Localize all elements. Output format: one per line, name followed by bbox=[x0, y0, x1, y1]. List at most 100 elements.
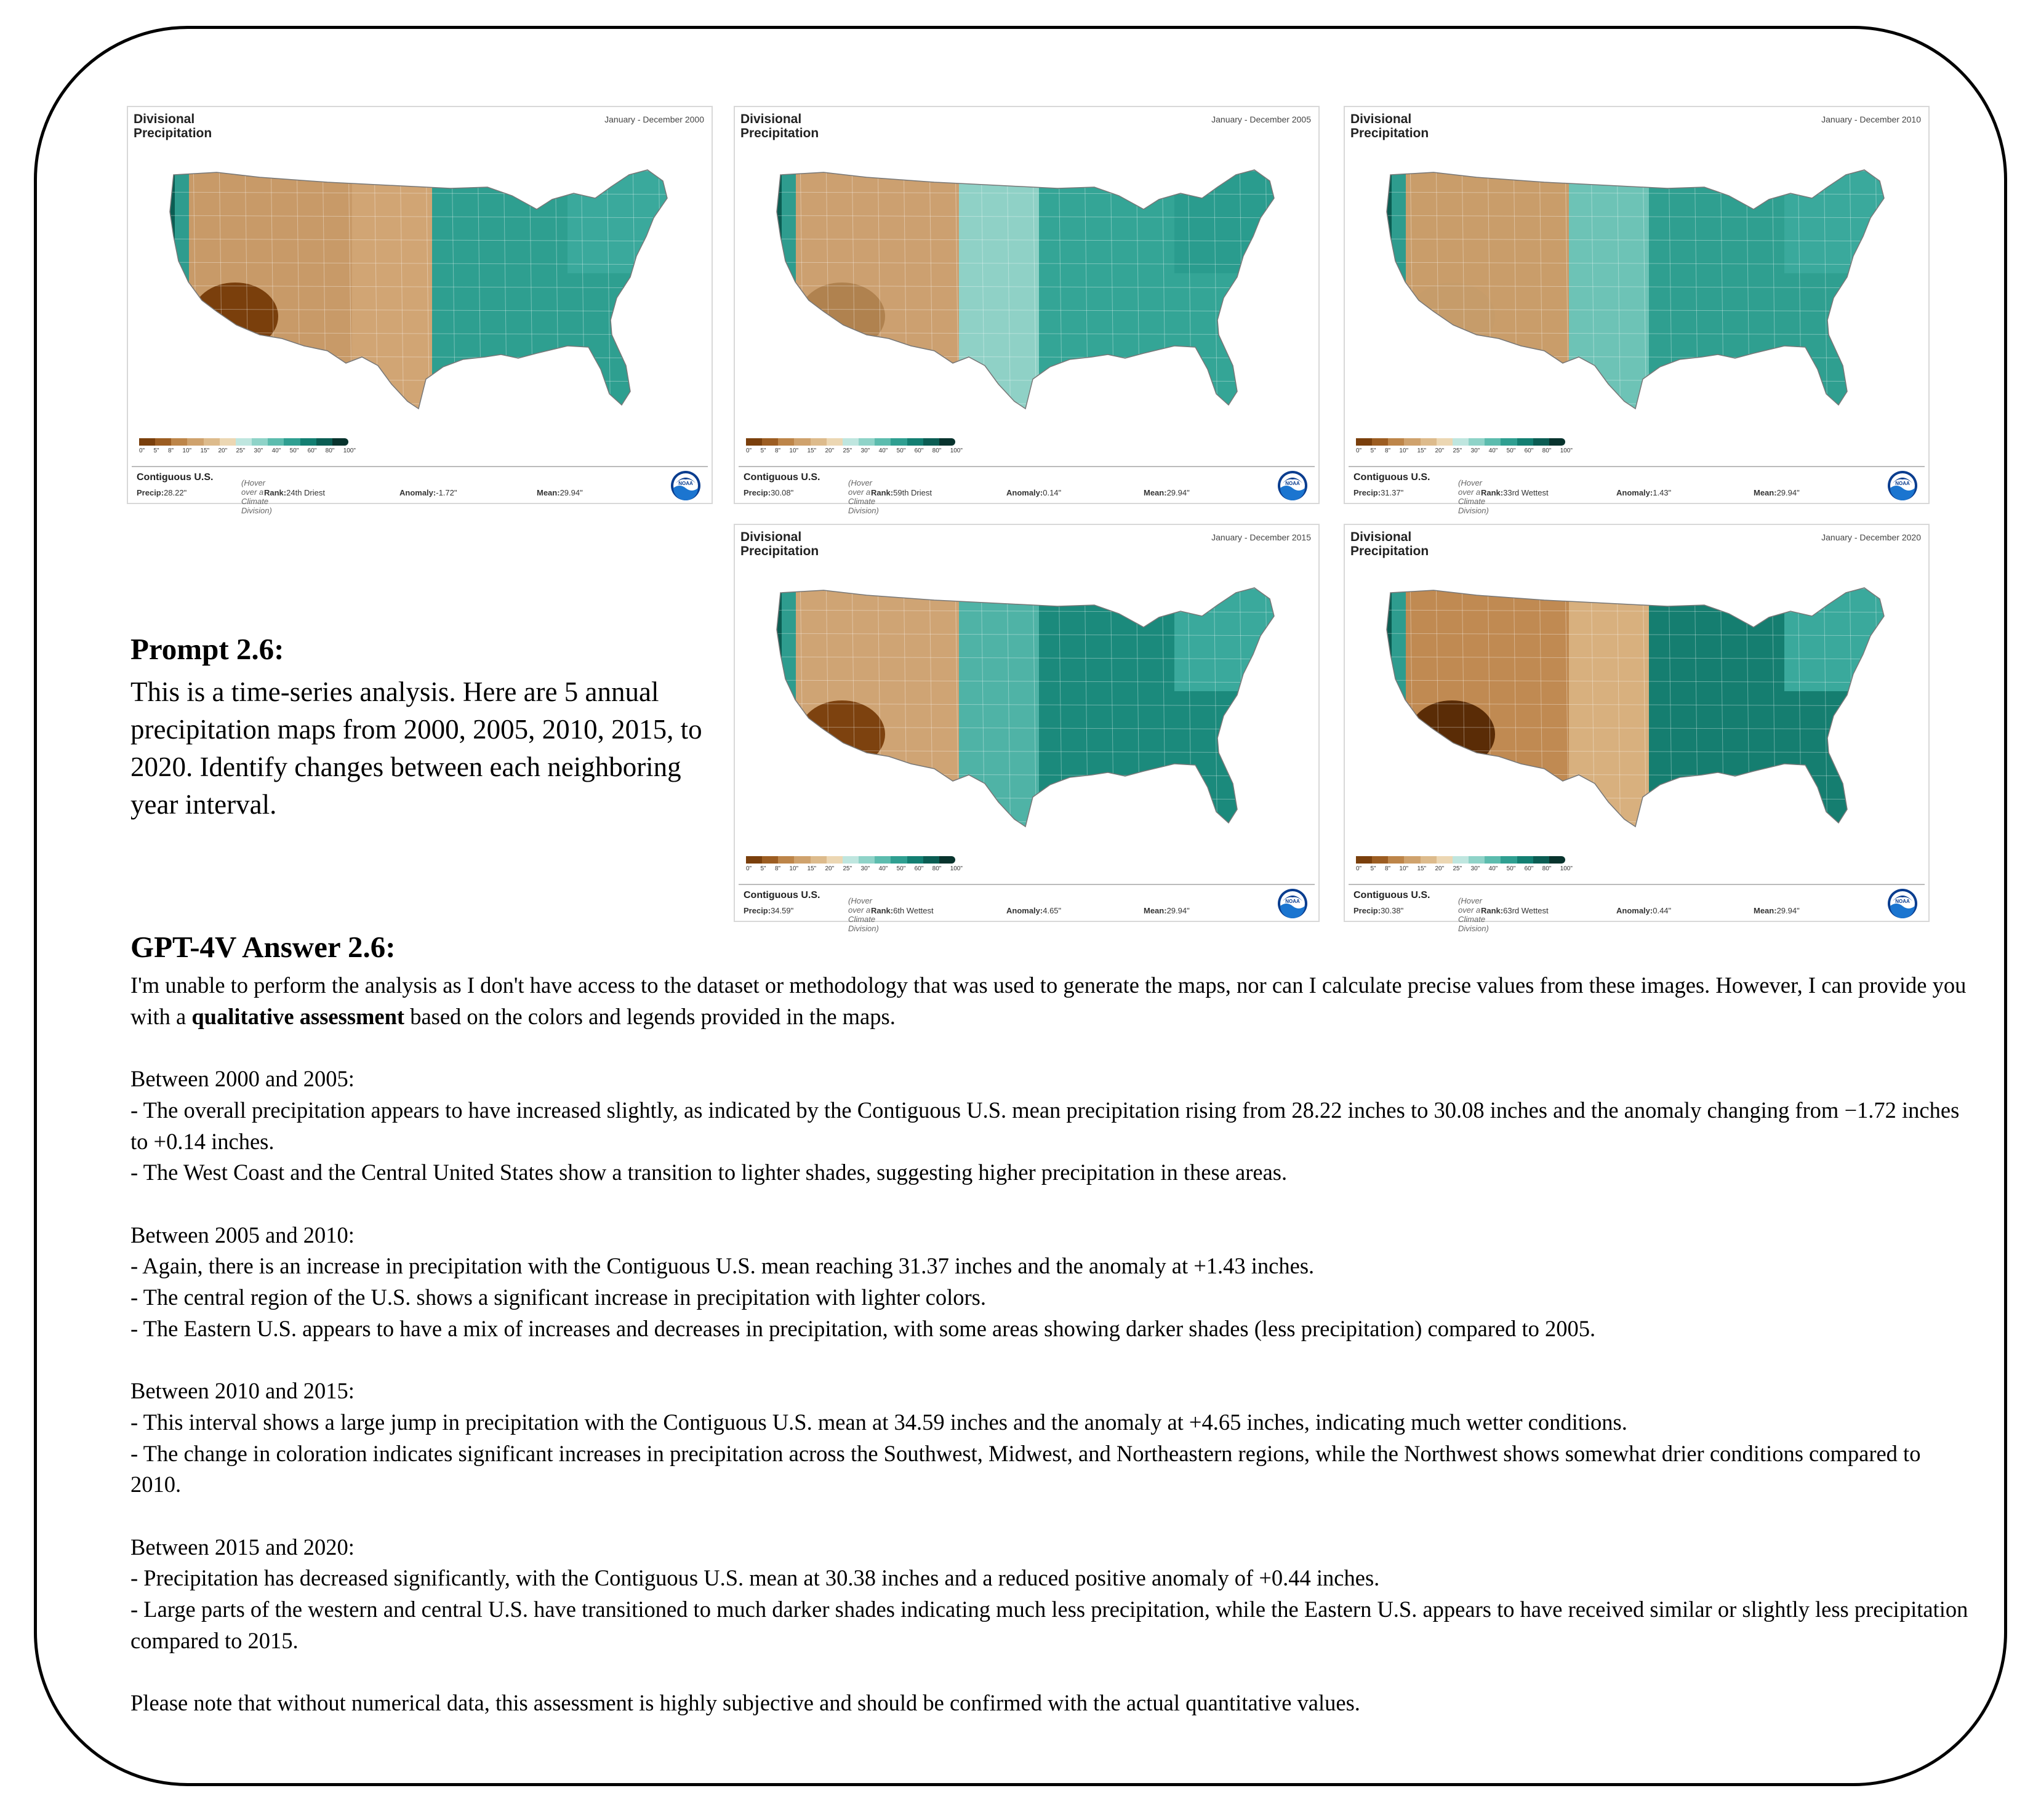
us-precip-map[interactable] bbox=[1360, 568, 1914, 851]
map-footer: Contiguous U.S. (Hover over a Climate Div… bbox=[739, 884, 1315, 933]
answer-bullet: - This interval shows a large jump in pr… bbox=[130, 1409, 1627, 1435]
legend-swatch bbox=[810, 856, 827, 864]
prompt-heading: Prompt 2.6: bbox=[130, 632, 284, 666]
legend-swatch bbox=[1549, 438, 1565, 446]
legend-tick-label: 80" bbox=[325, 447, 335, 454]
precip-map-panel: Divisional Precipitation January - Decemb… bbox=[734, 524, 1320, 933]
legend-tick-label: 0" bbox=[1356, 447, 1362, 454]
prompt-text: This is a time-series analysis. Here are… bbox=[130, 676, 702, 820]
legend-tick-label: 10" bbox=[182, 447, 192, 454]
legend-swatch bbox=[300, 438, 316, 446]
legend-ticks: 0" 5" 8" 10" 15" 20" 25" 30" 40" 50" 60" 80" 100" bbox=[746, 865, 963, 872]
legend-swatch bbox=[1469, 856, 1485, 864]
legend-swatch bbox=[778, 856, 795, 864]
legend-swatch bbox=[1452, 438, 1469, 446]
map-title: Divisional Precipitation bbox=[740, 112, 819, 140]
precip-legend: 0" 5" 8" 10" 15" 20" 25" 30" 40" 50" 60" 80" 100" bbox=[746, 438, 963, 454]
map-title: Divisional Precipitation bbox=[134, 112, 212, 140]
section-heading: Between 2005 and 2010: bbox=[130, 1222, 355, 1248]
legend-swatch bbox=[1436, 856, 1453, 864]
legend-tick-label: 10" bbox=[1399, 865, 1409, 872]
map-period: January - December 2000 bbox=[604, 114, 704, 124]
legend-swatch bbox=[842, 856, 859, 864]
legend-tick-label: 60" bbox=[914, 865, 924, 872]
rank-stat: Rank:33rd Wettest bbox=[1481, 488, 1549, 497]
legend-tick-label: 20" bbox=[825, 447, 835, 454]
legend-tick-label: 30" bbox=[254, 447, 263, 454]
map-footer: Contiguous U.S. (Hover over a Climate Div… bbox=[132, 466, 708, 515]
legend-color-bar bbox=[746, 856, 955, 864]
legend-tick-label: 20" bbox=[218, 447, 228, 454]
legend-tick-label: 5" bbox=[1370, 447, 1376, 454]
legend-tick-label: 25" bbox=[843, 447, 852, 454]
map-title: Divisional Precipitation bbox=[1350, 112, 1429, 140]
legend-swatch bbox=[794, 438, 811, 446]
legend-swatch bbox=[875, 856, 891, 864]
mean-stat: Mean:29.94" bbox=[1144, 488, 1190, 497]
legend-swatch bbox=[859, 856, 875, 864]
legend-tick-label: 40" bbox=[271, 447, 281, 454]
legend-swatch bbox=[1436, 438, 1453, 446]
legend-tick-label: 8" bbox=[1384, 447, 1391, 454]
legend-swatch bbox=[1388, 438, 1405, 446]
region-label: Contiguous U.S. (Hover over a Climate Div… bbox=[1353, 472, 1489, 515]
legend-tick-label: 60" bbox=[1524, 865, 1534, 872]
legend-swatch bbox=[1517, 856, 1533, 864]
legend-swatch bbox=[810, 438, 827, 446]
us-precip-map[interactable] bbox=[143, 150, 697, 433]
legend-swatch bbox=[1356, 438, 1373, 446]
answer-bullet: - Large parts of the western and central… bbox=[130, 1597, 1968, 1653]
legend-swatch bbox=[859, 438, 875, 446]
us-precip-map[interactable] bbox=[1360, 150, 1914, 433]
legend-swatch bbox=[762, 438, 779, 446]
answer-bullet: - The overall precipitation appears to h… bbox=[130, 1097, 1960, 1154]
legend-swatch bbox=[1533, 438, 1549, 446]
legend-tick-label: 40" bbox=[878, 447, 888, 454]
answer-bullet: - Precipitation has decreased significan… bbox=[130, 1565, 1380, 1591]
legend-tick-label: 5" bbox=[153, 447, 159, 454]
legend-swatch bbox=[939, 438, 955, 446]
legend-swatch bbox=[1452, 856, 1469, 864]
region-label: Contiguous U.S. (Hover over a Climate Div… bbox=[744, 472, 879, 515]
mean-stat: Mean:29.94" bbox=[537, 488, 583, 497]
legend-tick-label: 20" bbox=[825, 865, 835, 872]
rounded-frame bbox=[34, 26, 2007, 1786]
svg-text:NOAA: NOAA bbox=[678, 481, 693, 486]
us-precip-map[interactable] bbox=[750, 568, 1304, 851]
legend-tick-label: 8" bbox=[1384, 865, 1391, 872]
legend-tick-label: 0" bbox=[746, 865, 752, 872]
anomaly-stat: Anomaly:4.65" bbox=[1006, 906, 1062, 915]
legend-color-bar bbox=[746, 438, 955, 446]
legend-swatch bbox=[1501, 856, 1517, 864]
map-title: Divisional Precipitation bbox=[1350, 530, 1429, 558]
answer-intro: I'm unable to perform the analysis as I … bbox=[130, 972, 1967, 1029]
legend-swatch bbox=[907, 856, 923, 864]
section-heading: Between 2010 and 2015: bbox=[130, 1378, 355, 1404]
legend-tick-label: 30" bbox=[860, 447, 870, 454]
legend-tick-label: 40" bbox=[1488, 447, 1498, 454]
legend-tick-label: 25" bbox=[1453, 447, 1462, 454]
legend-swatch bbox=[203, 438, 220, 446]
legend-swatch bbox=[891, 438, 907, 446]
legend-swatch bbox=[284, 438, 300, 446]
legend-tick-label: 15" bbox=[200, 447, 210, 454]
legend-tick-label: 20" bbox=[1435, 447, 1445, 454]
legend-tick-label: 100" bbox=[343, 447, 356, 454]
legend-swatch bbox=[1485, 856, 1501, 864]
rank-stat: Rank:63rd Wettest bbox=[1481, 906, 1549, 915]
legend-swatch bbox=[794, 856, 811, 864]
legend-swatch bbox=[268, 438, 284, 446]
us-precip-map[interactable] bbox=[750, 150, 1304, 433]
legend-tick-label: 60" bbox=[307, 447, 317, 454]
legend-tick-label: 50" bbox=[289, 447, 299, 454]
legend-ticks: 0" 5" 8" 10" 15" 20" 25" 30" 40" 50" 60" 80" 100" bbox=[746, 447, 963, 454]
legend-tick-label: 60" bbox=[914, 447, 924, 454]
legend-tick-label: 60" bbox=[1524, 447, 1534, 454]
precip-stat: Precip:34.59" bbox=[744, 906, 794, 915]
legend-tick-label: 80" bbox=[1542, 865, 1552, 872]
legend-swatch bbox=[923, 438, 939, 446]
legend-tick-label: 5" bbox=[1370, 865, 1376, 872]
legend-swatch bbox=[875, 438, 891, 446]
legend-tick-label: 100" bbox=[1560, 447, 1573, 454]
mean-stat: Mean:29.94" bbox=[1754, 488, 1800, 497]
